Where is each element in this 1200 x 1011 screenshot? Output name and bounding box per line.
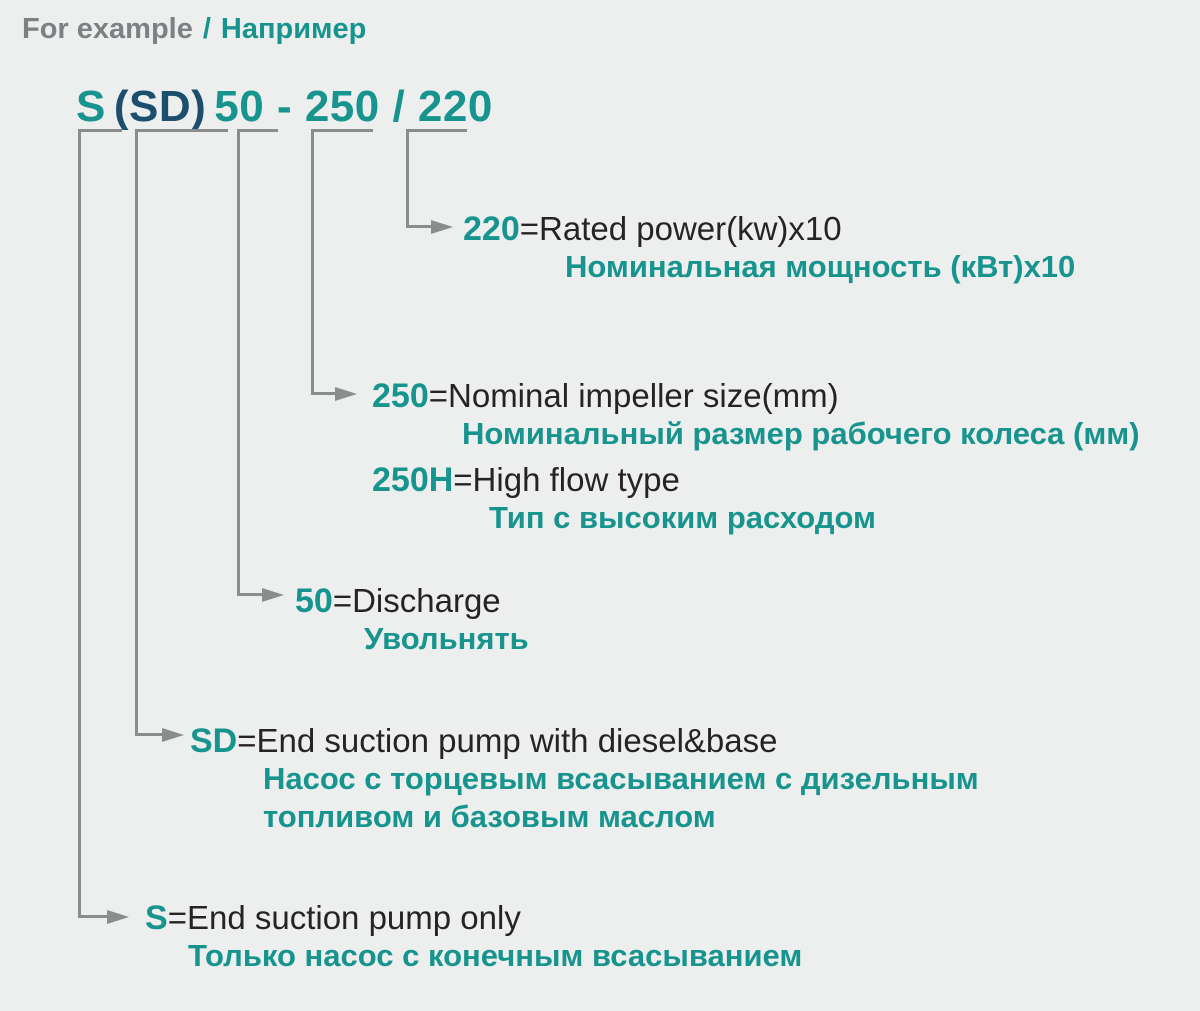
- entry-220-desc-ru: Номинальная мощность (кВт)x10: [565, 249, 1076, 284]
- page-title-ru: Например: [220, 13, 367, 45]
- connector-50-bottom-line: [237, 593, 263, 596]
- entry-220-code: 220: [463, 210, 520, 248]
- connector-s-bottom-line: [78, 915, 108, 918]
- connector-250-bottom-line: [311, 392, 336, 395]
- entry-s-code: S: [145, 899, 168, 937]
- model-code-optional: (SD): [113, 82, 207, 131]
- arrow-right-icon-50: [262, 588, 284, 602]
- connector-50-top-line: [237, 129, 278, 132]
- connector-220-top-line: [406, 129, 467, 132]
- entry-250h-line-en: 250H=High flow type: [372, 461, 1140, 499]
- connector-250-vertical-line: [311, 129, 314, 395]
- connector-220-bottom-line: [406, 225, 432, 228]
- connector-sd-bottom-line: [135, 733, 163, 736]
- entry-250-code: 250: [372, 377, 429, 415]
- entry-220: 220=Rated power(kw)x10 Номинальная мощно…: [463, 210, 1075, 286]
- entry-220-line-en: 220=Rated power(kw)x10: [463, 210, 1075, 248]
- entry-250h-desc-en: =High flow type: [453, 461, 680, 498]
- arrow-right-icon-250: [335, 387, 357, 401]
- entry-s-desc-en: =End suction pump only: [167, 899, 521, 936]
- connector-220-vertical-line: [406, 129, 409, 228]
- entry-sd-desc-ru-line2: топливом и базовым маслом: [263, 799, 716, 834]
- model-code: S (SD) 50 - 250 / 220: [76, 82, 493, 132]
- entry-sd-desc-ru-line1: Насос с торцевым всасыванием с дизельным: [263, 761, 979, 796]
- model-code-suffix: 50 - 250 / 220: [214, 82, 493, 131]
- entry-sd: SD=End suction pump with diesel&base Нас…: [190, 722, 979, 836]
- arrow-right-icon-s: [107, 910, 129, 924]
- connector-sd-top-line: [135, 129, 228, 132]
- connector-s-vertical-line: [78, 129, 81, 918]
- arrow-right-icon-sd: [162, 728, 184, 742]
- page-title: For example / Например: [22, 13, 366, 46]
- entry-250-line-en: 250=Nominal impeller size(mm): [372, 377, 1140, 415]
- page-title-en: For example: [22, 13, 193, 45]
- entry-50-desc-ru: Увольнять: [364, 621, 529, 656]
- model-code-prefix: S: [76, 82, 106, 131]
- entry-50-code: 50: [295, 582, 333, 620]
- connector-50-vertical-line: [237, 129, 240, 596]
- entry-sd-line-en: SD=End suction pump with diesel&base: [190, 722, 979, 760]
- connector-s-top-line: [78, 129, 122, 132]
- entry-s-desc-ru: Только насос с конечным всасыванием: [188, 938, 803, 973]
- connector-sd-vertical-line: [135, 129, 138, 736]
- entry-s-line-en: S=End suction pump only: [145, 899, 802, 937]
- entry-250h-code: 250H: [372, 461, 454, 499]
- entry-50-line-en: 50=Discharge: [295, 582, 529, 620]
- entry-s: S=End suction pump only Только насос с к…: [145, 899, 802, 975]
- entry-250-desc-ru: Номинальный размер рабочего колеса (мм): [462, 416, 1140, 451]
- connector-250-top-line: [311, 129, 373, 132]
- entry-50: 50=Discharge Увольнять: [295, 582, 529, 658]
- arrow-right-icon-220: [431, 220, 453, 234]
- entry-50-desc-en: =Discharge: [332, 582, 501, 619]
- entry-220-desc-en: =Rated power(kw)x10: [519, 210, 842, 247]
- title-separator: /: [202, 13, 211, 45]
- entry-sd-code: SD: [190, 722, 238, 760]
- entry-250-desc-en: =Nominal impeller size(mm): [428, 377, 839, 414]
- entry-sd-desc-en: =End suction pump with diesel&base: [237, 722, 778, 759]
- entry-250h-desc-ru: Тип с высоким расходом: [489, 500, 876, 535]
- entry-250: 250=Nominal impeller size(mm) Номинальны…: [372, 377, 1140, 537]
